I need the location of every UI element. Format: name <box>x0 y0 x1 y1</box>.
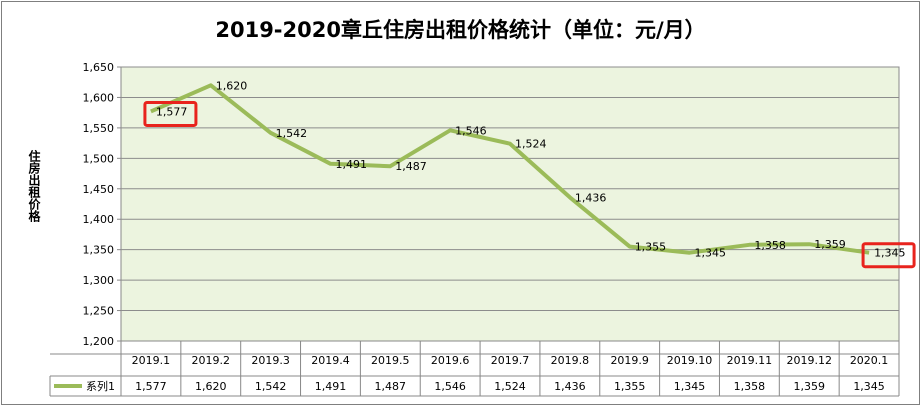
x-tick-label: 2019.1 <box>132 354 171 367</box>
data-label: 1,355 <box>635 241 667 254</box>
table-value: 1,524 <box>494 380 526 393</box>
y-tick-label: 1,400 <box>83 213 115 226</box>
x-tick-label: 2019.5 <box>371 354 410 367</box>
data-label: 1,620 <box>216 79 248 92</box>
data-label: 1,546 <box>455 124 487 137</box>
table-value: 1,359 <box>793 380 825 393</box>
y-axis-label: 住房出租价格 <box>27 150 41 222</box>
table-value: 1,620 <box>195 380 227 393</box>
y-tick-label: 1,450 <box>83 183 115 196</box>
table-value: 1,542 <box>255 380 287 393</box>
table-value: 1,487 <box>375 380 407 393</box>
y-tick-label: 1,650 <box>83 61 115 74</box>
data-label: 1,487 <box>395 160 427 173</box>
data-label: 1,345 <box>874 247 906 260</box>
x-tick-label: 2020.1 <box>850 354 889 367</box>
series-line <box>150 83 870 255</box>
y-tick-label: 1,500 <box>83 152 115 165</box>
x-tick-label: 2019.11 <box>727 354 773 367</box>
table-value: 1,436 <box>554 380 586 393</box>
y-tick-label: 1,250 <box>83 305 115 318</box>
y-tick-label: 1,350 <box>83 244 115 257</box>
x-tick-label: 2019.12 <box>786 354 832 367</box>
x-tick-label: 2019.10 <box>667 354 713 367</box>
highlight-box <box>143 100 198 127</box>
data-label: 1,542 <box>276 127 308 140</box>
x-tick-label: 2019.8 <box>551 354 590 367</box>
legend-label: 系列1 <box>86 379 115 393</box>
x-tick-label: 2019.6 <box>431 354 470 367</box>
table-value: 1,358 <box>734 380 766 393</box>
plot-area <box>120 66 900 342</box>
data-label: 1,345 <box>695 247 727 260</box>
highlight-box <box>861 242 916 269</box>
data-label: 1,358 <box>754 239 786 252</box>
data-label: 1,436 <box>575 191 607 204</box>
table-value: 1,355 <box>614 380 646 393</box>
table-value: 1,577 <box>135 380 167 393</box>
table-value: 1,546 <box>434 380 466 393</box>
data-label: 1,491 <box>335 158 367 171</box>
y-tick-label: 1,300 <box>83 274 115 287</box>
y-tick-label: 1,200 <box>83 335 115 348</box>
x-tick-label: 2019.4 <box>311 354 350 367</box>
table-value: 1,345 <box>853 380 885 393</box>
data-label: 1,577 <box>156 105 188 118</box>
data-label: 1,359 <box>814 238 846 251</box>
x-tick-label: 2019.3 <box>251 354 290 367</box>
x-tick-label: 2019.9 <box>610 354 649 367</box>
x-tick-label: 2019.2 <box>192 354 231 367</box>
data-label: 1,524 <box>515 138 547 151</box>
table-value: 1,491 <box>315 380 347 393</box>
y-tick-label: 1,600 <box>83 91 115 104</box>
x-tick-label: 2019.7 <box>491 354 530 367</box>
table-value: 1,345 <box>674 380 706 393</box>
chart-title: 2019-2020章丘住房出租价格统计（单位：元/月） <box>215 18 706 42</box>
y-tick-label: 1,550 <box>83 122 115 135</box>
